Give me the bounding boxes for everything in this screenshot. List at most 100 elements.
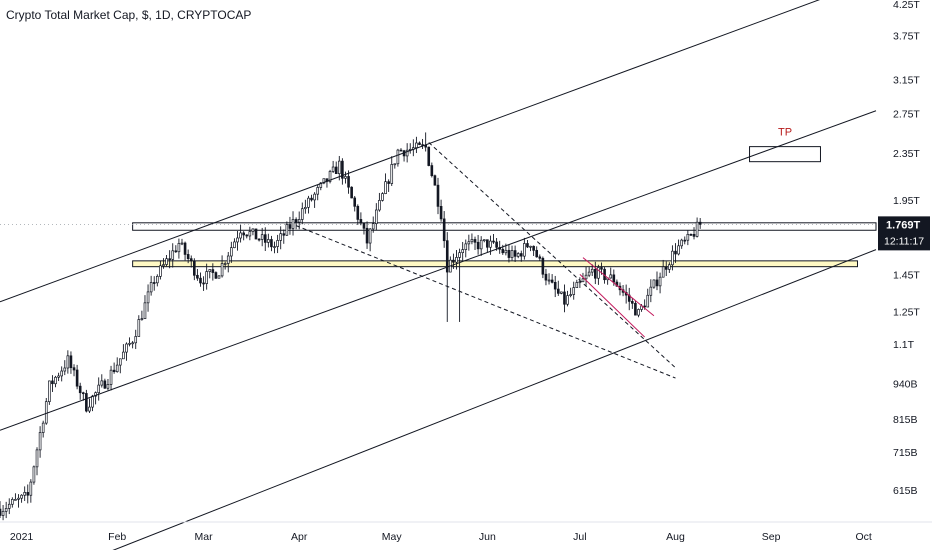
candle-body: [529, 245, 532, 248]
candle-body: [368, 228, 372, 244]
candle-body: [131, 342, 134, 345]
price-tick-label: 815B: [893, 414, 918, 426]
candle-body: [556, 288, 560, 294]
candle-body: [297, 219, 301, 223]
candle-body: [137, 319, 141, 337]
price-tick-label: 3.75T: [893, 30, 920, 42]
candle-body: [353, 197, 357, 207]
candle-body: [430, 165, 434, 177]
candle-body: [122, 351, 125, 360]
candle-body: [427, 146, 431, 166]
candle-body: [563, 291, 566, 305]
candle-body: [433, 175, 437, 186]
candle-body: [331, 166, 335, 172]
candle-body: [337, 160, 341, 175]
candle-body: [581, 278, 585, 283]
candle-body: [273, 246, 276, 248]
candle-body: [646, 294, 650, 308]
candle-body: [7, 503, 11, 509]
candle-body: [341, 160, 344, 179]
price-tick-label: 1.25T: [893, 307, 920, 319]
candle-body: [233, 241, 236, 249]
candle-body: [384, 181, 387, 194]
time-tick-label: Aug: [666, 531, 685, 543]
candle-body: [307, 197, 310, 208]
candle-body: [510, 250, 514, 258]
candle-body: [159, 265, 162, 277]
candle-body: [125, 343, 128, 353]
candle-body: [85, 393, 88, 412]
candle-body: [375, 209, 378, 225]
candle-body: [251, 228, 255, 232]
candle-body: [519, 253, 523, 257]
candle-body: [97, 384, 101, 394]
candle-body: [69, 355, 73, 369]
candle-body: [146, 291, 150, 304]
current-price-value: 1.769T: [886, 219, 921, 231]
dashed-lower: [295, 225, 676, 379]
channel-upper: [0, 0, 820, 303]
candle-body: [637, 309, 640, 316]
candle-body: [553, 281, 557, 290]
candle-body: [282, 233, 286, 236]
candle-body: [569, 294, 572, 296]
candle-body: [476, 241, 480, 250]
candle-body: [482, 239, 486, 242]
candle-body: [214, 272, 218, 279]
candle-body: [63, 367, 67, 372]
candle-body: [310, 197, 313, 201]
candle-body: [183, 242, 187, 255]
candle-body: [489, 240, 492, 248]
candle-body: [294, 219, 298, 223]
candle-body: [362, 222, 366, 229]
candle-body: [316, 187, 320, 195]
time-tick-label: Oct: [855, 531, 871, 543]
candle-body: [594, 268, 597, 279]
candle-body: [649, 286, 653, 296]
candle-body: [677, 245, 680, 255]
candle-body: [612, 274, 616, 283]
candle-body: [436, 184, 440, 207]
candle-body: [668, 264, 671, 270]
candle-body: [51, 380, 54, 385]
candle-body: [671, 250, 674, 266]
time-tick-label: Mar: [195, 531, 214, 543]
candle-body: [387, 181, 390, 184]
candle-body: [686, 233, 690, 241]
candle-body: [143, 302, 147, 320]
candle-body: [260, 234, 264, 240]
candle-body: [541, 257, 545, 275]
candle-body: [655, 279, 659, 287]
candle-body: [479, 239, 483, 250]
price-tick-label: 3.15T: [893, 74, 920, 86]
candle-body: [174, 250, 178, 253]
candle-body: [38, 432, 42, 451]
candle-body: [140, 318, 144, 321]
candle-body: [445, 240, 449, 273]
candle-body: [356, 205, 360, 220]
candle-body: [236, 237, 239, 243]
candle-body: [452, 259, 455, 263]
candle-body: [304, 206, 307, 210]
candle-body: [75, 369, 79, 387]
candle-body: [584, 274, 588, 280]
candle-body: [211, 269, 215, 273]
candle-body: [631, 301, 634, 304]
wedge-upper: [582, 257, 655, 317]
candle-body: [230, 247, 233, 257]
candle-body: [455, 257, 458, 263]
candle-body: [199, 277, 202, 284]
candle-body: [587, 271, 591, 276]
price-tick-label: 1.95T: [893, 195, 920, 207]
candle-body: [41, 422, 45, 433]
candle-body: [560, 291, 563, 294]
candle-body: [245, 234, 249, 237]
candle-body: [26, 492, 30, 496]
candle-body: [680, 239, 683, 247]
time-tick-label: May: [382, 531, 403, 543]
candle-body: [263, 234, 267, 243]
candle-body: [177, 243, 181, 253]
candle-body: [152, 282, 156, 284]
